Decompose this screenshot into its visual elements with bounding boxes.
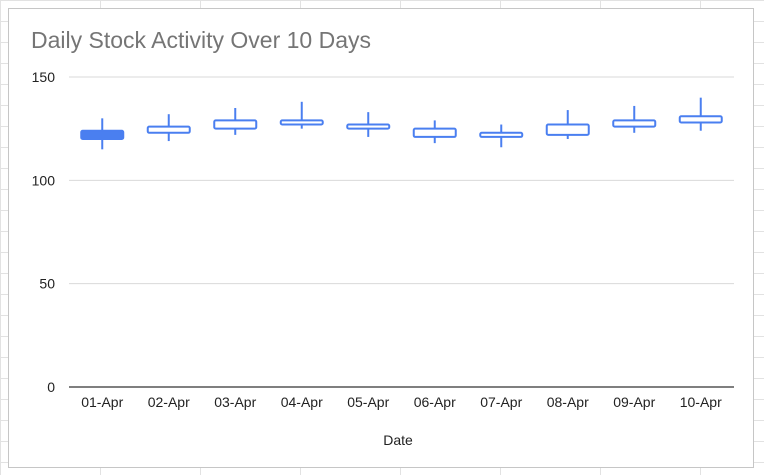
x-tick-label: 06-Apr	[414, 394, 456, 410]
candle-body	[80, 129, 125, 140]
x-tick-label: 07-Apr	[480, 394, 522, 410]
candle-body	[146, 125, 191, 134]
y-tick-label: 0	[47, 379, 55, 395]
y-tick-label: 50	[39, 276, 55, 292]
candle-body	[678, 115, 723, 124]
candle-body	[213, 119, 258, 130]
gridlines	[69, 76, 734, 388]
x-tick-label: 02-Apr	[148, 394, 190, 410]
candle-body	[612, 119, 657, 128]
x-tick-label: 10-Apr	[680, 394, 722, 410]
candle-body	[412, 127, 457, 138]
y-tick-label: 100	[32, 172, 56, 188]
y-axis-tick-labels: 0 50 100 150	[32, 69, 56, 395]
candle-body	[279, 119, 324, 126]
candle-body	[545, 123, 590, 136]
y-tick-label: 150	[32, 69, 56, 85]
candles	[80, 97, 723, 150]
candle-body	[346, 123, 391, 130]
x-tick-label: 03-Apr	[214, 394, 256, 410]
x-tick-label: 04-Apr	[281, 394, 323, 410]
candle-body	[479, 131, 524, 138]
x-axis-tick-labels: 01-Apr 02-Apr 03-Apr 04-Apr 05-Apr 06-Apr 07-A…	[81, 394, 722, 410]
candlestick-chart: 0 50 100 150 01-Apr 02-Apr 03-Apr 04-Apr 05-Apr…	[32, 69, 734, 448]
x-axis-label: Date	[383, 432, 413, 448]
x-tick-label: 09-Apr	[613, 394, 655, 410]
x-tick-label: 05-Apr	[347, 394, 389, 410]
x-tick-label: 08-Apr	[547, 394, 589, 410]
x-tick-label: 01-Apr	[81, 394, 123, 410]
chart-card[interactable]: Daily Stock Activity Over 10 Days 0 50 100…	[8, 8, 754, 468]
chart-title: Daily Stock Activity Over 10 Days	[31, 27, 371, 53]
